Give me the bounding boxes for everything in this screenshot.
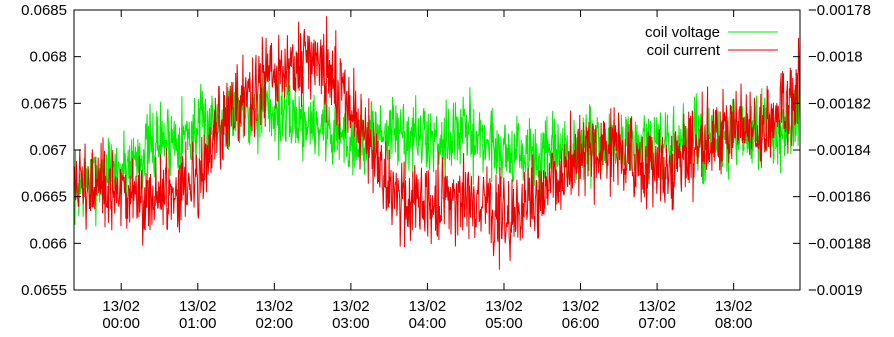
y-tick-label: 0.066 bbox=[29, 235, 67, 252]
x-tick-label-time: 01:00 bbox=[179, 315, 217, 332]
y-tick-label: 0.067 bbox=[29, 142, 67, 159]
x-tick-label-time: 06:00 bbox=[562, 315, 600, 332]
y2-tick-label: −0.0019 bbox=[808, 282, 863, 299]
x-tick-label-time: 03:00 bbox=[332, 315, 370, 332]
y-tick-label: 0.0665 bbox=[21, 189, 67, 206]
x-tick-label-date: 13/02 bbox=[102, 298, 140, 315]
x-tick-label-date: 13/02 bbox=[179, 298, 217, 315]
y-tick-label: 0.0655 bbox=[21, 282, 67, 299]
y-tick-label: 0.0685 bbox=[21, 2, 67, 19]
legend-label-coil-voltage: coil voltage bbox=[645, 24, 720, 41]
axes-layer: 0.0655 0.066 0.0665 0.067 0.0675 0.068 0.0685 −… bbox=[21, 2, 871, 332]
x-tick-label-date: 13/02 bbox=[715, 298, 753, 315]
x-tick-label-time: 00:00 bbox=[102, 315, 140, 332]
x-tick-label-time: 05:00 bbox=[485, 315, 523, 332]
legend-label-coil-current: coil current bbox=[647, 42, 721, 59]
y2-tick-label: −0.00184 bbox=[808, 142, 871, 159]
plot-series-layer bbox=[73, 16, 801, 270]
x-tick-label-time: 02:00 bbox=[256, 315, 294, 332]
x-tick-label-date: 13/02 bbox=[409, 298, 447, 315]
x-tick-label-date: 13/02 bbox=[485, 298, 523, 315]
series-line-coil-current bbox=[73, 16, 801, 270]
x-tick-label-time: 04:00 bbox=[409, 315, 447, 332]
y2-tick-label: −0.00186 bbox=[808, 189, 871, 206]
series-line-coil-voltage bbox=[73, 71, 801, 227]
y-tick-label: 0.068 bbox=[29, 49, 67, 66]
x-tick-label-date: 13/02 bbox=[562, 298, 600, 315]
x-tick-label-date: 13/02 bbox=[332, 298, 370, 315]
y2-tick-label: −0.0018 bbox=[808, 49, 863, 66]
y2-tick-label: −0.00178 bbox=[808, 2, 871, 19]
y2-tick-label: −0.00188 bbox=[808, 235, 871, 252]
x-tick-label-time: 07:00 bbox=[638, 315, 676, 332]
x-tick-label-date: 13/02 bbox=[256, 298, 294, 315]
x-tick-label-date: 13/02 bbox=[638, 298, 676, 315]
y-tick-label: 0.0675 bbox=[21, 95, 67, 112]
x-tick-label-time: 08:00 bbox=[715, 315, 753, 332]
y2-tick-label: −0.00182 bbox=[808, 95, 871, 112]
